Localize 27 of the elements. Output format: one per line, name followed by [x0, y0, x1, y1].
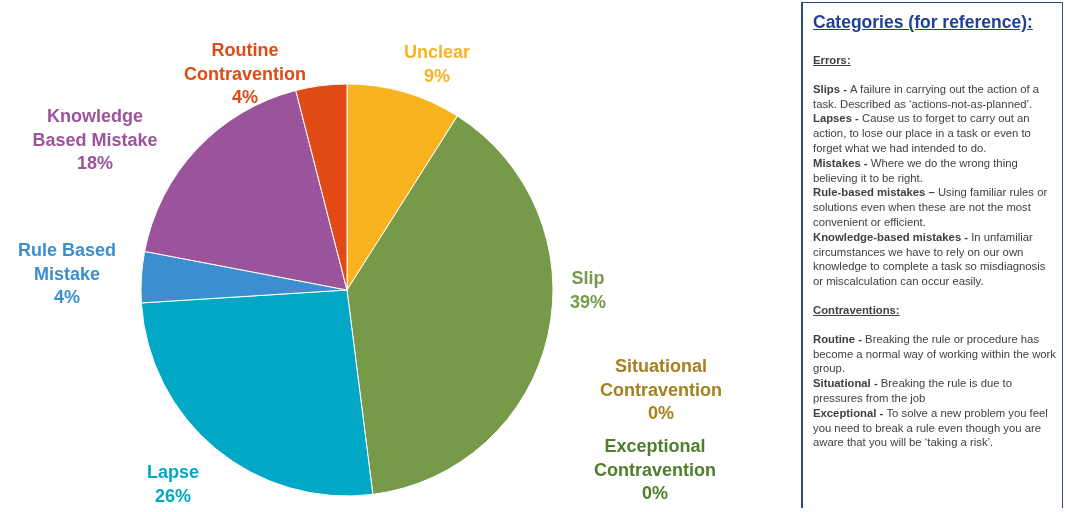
text: Routine - Breaking the rule or procedure has become a normal way of working within the work group.	[813, 331, 1057, 377]
text: Knowledge-based mistakes - In unfamiliar circumstances we have to rely on our own knowledge to complete a task so misdiagnosis or miscalculation can occur easily.	[813, 229, 1047, 289]
text: Situational - Breaking the rule is due to pressures from the job	[813, 376, 1014, 406]
slice-label: Routine Contravention	[183, 40, 307, 84]
data-label: 39%	[569, 291, 607, 312]
text: Exceptional - To solve a new problem you feel you need to break a rule even though you are aware that you will be ‘taking a risk’.	[813, 405, 1049, 451]
slice-label: Unclear	[403, 42, 471, 62]
text: 0%	[641, 483, 669, 503]
data-label: 4%	[53, 287, 81, 307]
text: Slips - A failure in carrying out the action of a task. Described as ‘actions-not-as-planned’.	[813, 81, 1041, 112]
text: Errors:	[813, 53, 852, 68]
data-label: 26%	[154, 485, 192, 506]
slice-label: Rule Based Mistake	[17, 240, 117, 284]
slice-label: Knowledge Based Mistake	[32, 106, 158, 150]
category-label: Situational Contravention	[599, 356, 723, 400]
data-label: 4%	[231, 87, 259, 107]
text: Mistakes - Where we do the wrong thing believing it to be right.	[813, 155, 1019, 186]
text: 0%	[647, 403, 675, 423]
text: Rule-based mistakes – Using familiar rules or solutions even when these are not the most convenient or efficient.	[813, 185, 1049, 230]
text: Contraventions:	[813, 302, 901, 318]
data-label: 9%	[423, 65, 451, 86]
slice-label: Slip	[571, 268, 605, 288]
category-label: Exceptional Contravention	[593, 436, 717, 480]
slice-label: Lapse	[146, 462, 200, 482]
data-label: 18%	[76, 153, 114, 173]
text: Categories (for reference):	[813, 11, 1034, 33]
text: Lapses - Cause us to forget to carry out an action, to lose our place in a task or even to forget what we had intended to do.	[813, 111, 1032, 156]
